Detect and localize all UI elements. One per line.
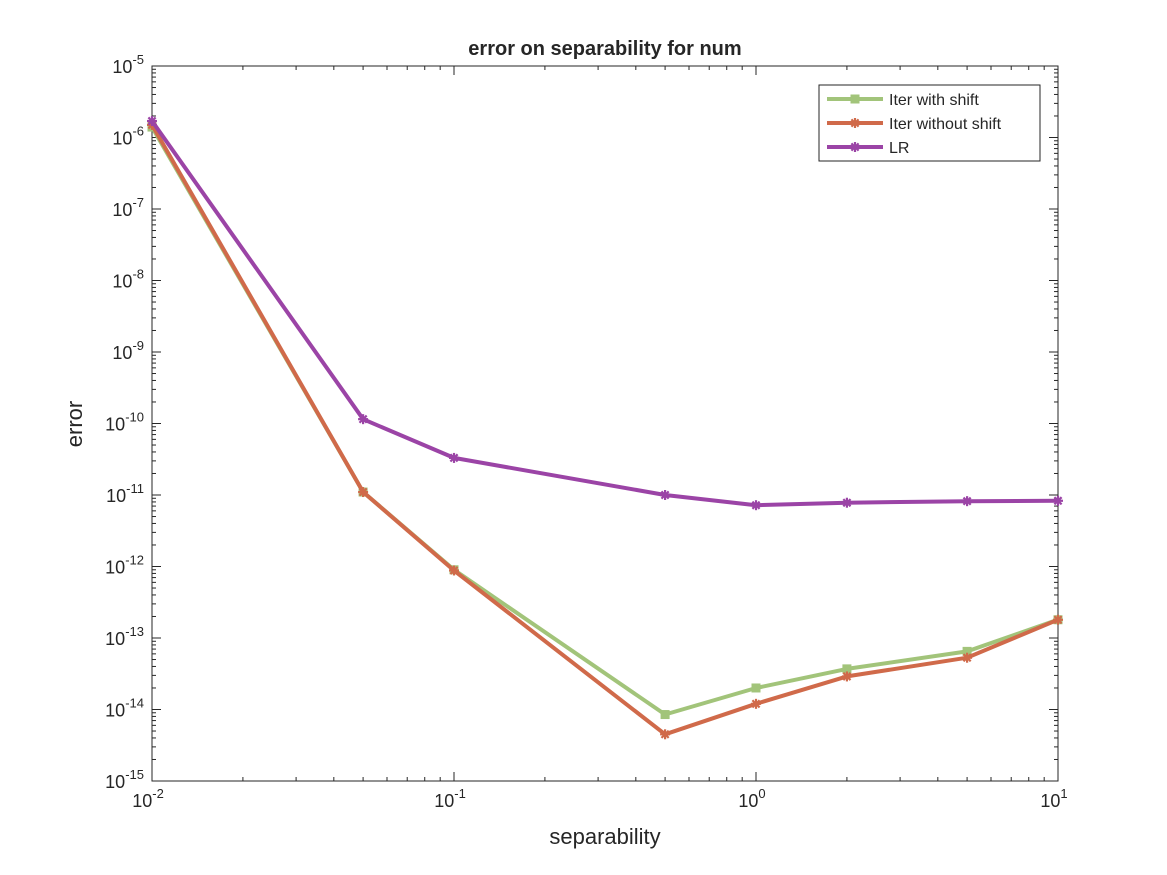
data-point (962, 652, 973, 663)
series-line (150, 123, 1059, 737)
axis-ticks: 10-2 10-1 100 101 10-15 10-14 10-13 10-12 10-11 1… (105, 52, 1067, 811)
x-tick-label: 100 (738, 786, 765, 811)
data-point (358, 487, 369, 498)
chart-title: error on separability for num (468, 38, 741, 60)
data-point (962, 496, 973, 507)
y-tick-label: 10-14 (105, 696, 144, 721)
data-point (751, 698, 761, 709)
series-line (150, 119, 1059, 508)
data-point (147, 116, 157, 127)
legend-marker (850, 94, 860, 104)
y-tick-label: 10-9 (112, 338, 144, 363)
data-point (751, 500, 761, 511)
y-tick-label: 10-8 (112, 267, 144, 292)
legend-label: Iter with shift (889, 92, 979, 109)
legend-item: Iter without shift (827, 116, 1002, 133)
data-point (1053, 495, 1063, 506)
data-point (449, 565, 459, 576)
x-tick-label: 10-1 (434, 786, 466, 811)
legend-label: Iter without shift (889, 116, 1002, 133)
y-tick-label: 10-12 (105, 553, 144, 578)
legend-item: Iter with shift (827, 92, 979, 109)
y-tick-label: 10-7 (112, 195, 144, 220)
data-point (449, 452, 459, 463)
y-tick-label: 10-11 (106, 481, 144, 506)
data-point (660, 710, 670, 720)
y-tick-label: 10-13 (105, 624, 144, 649)
data-point (1053, 614, 1063, 625)
data-point (660, 490, 671, 500)
y-tick-label: 10-15 (105, 767, 144, 792)
legend-label: LR (889, 140, 909, 157)
series-2 (147, 116, 1063, 511)
y-tick-label: 10-6 (112, 124, 144, 149)
y-axis-label: error (62, 401, 87, 447)
legend: Iter with shift Iter without shift LR (818, 84, 1041, 162)
y-tick-label: 10-5 (112, 52, 144, 77)
legend-marker (850, 118, 860, 128)
data-point (660, 729, 671, 740)
legend-item: LR (827, 140, 909, 157)
legend-marker (850, 142, 860, 152)
data-point (841, 497, 852, 508)
y-tick-label: 10-10 (105, 410, 144, 435)
x-tick-label: 101 (1040, 786, 1067, 811)
data-point (841, 671, 852, 682)
series-layer (147, 116, 1063, 740)
data-point (358, 414, 369, 425)
data-point (751, 683, 761, 693)
x-axis-label: separability (549, 824, 660, 849)
x-tick-label: 10-2 (132, 786, 164, 811)
